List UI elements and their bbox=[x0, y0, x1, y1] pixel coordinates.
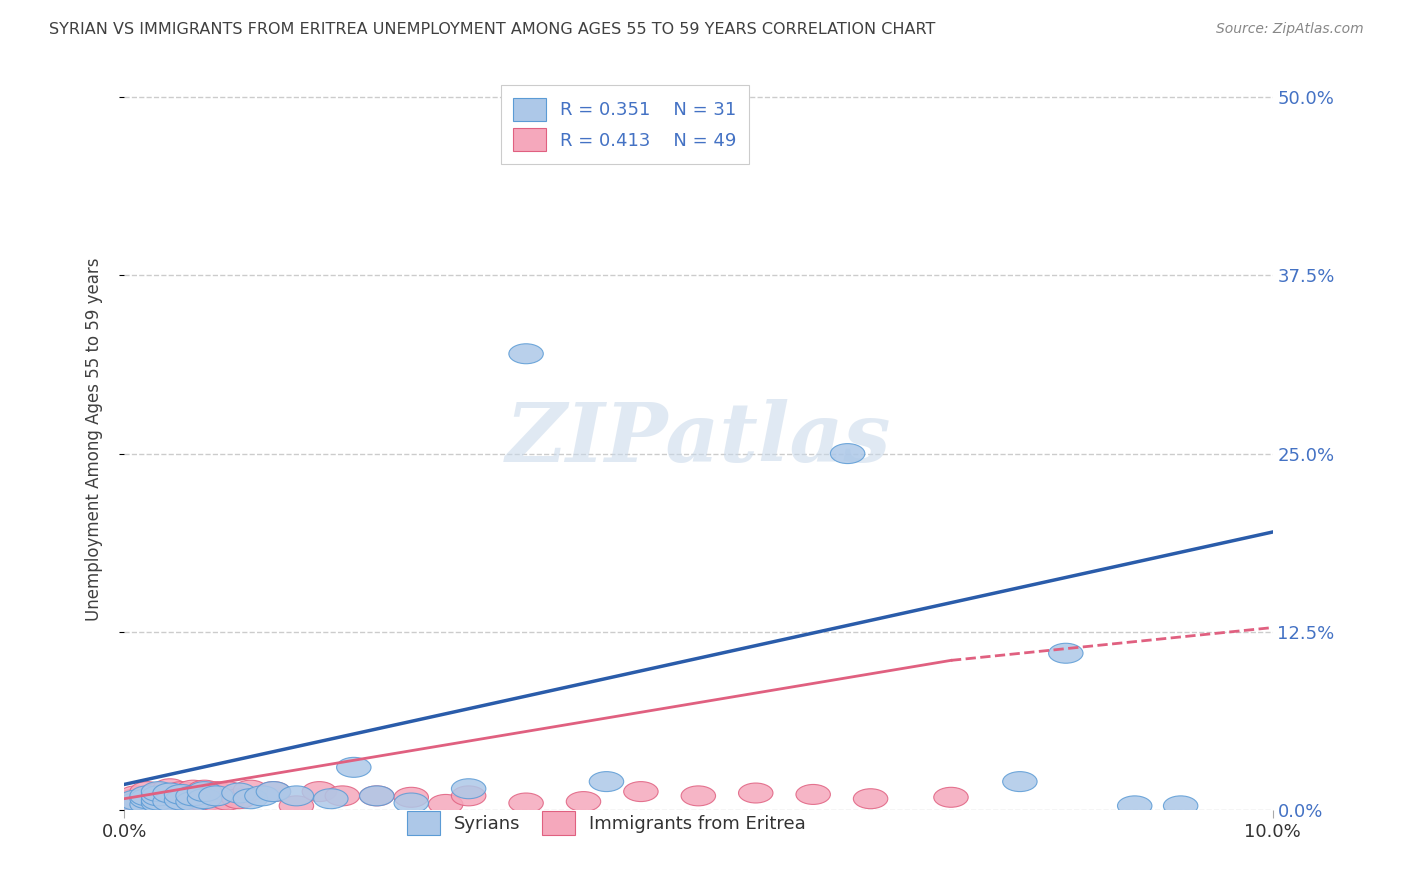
Ellipse shape bbox=[429, 795, 463, 814]
Legend: Syrians, Immigrants from Eritrea: Syrians, Immigrants from Eritrea bbox=[399, 805, 813, 842]
Ellipse shape bbox=[165, 790, 198, 810]
Ellipse shape bbox=[245, 786, 280, 805]
Ellipse shape bbox=[451, 786, 486, 805]
Ellipse shape bbox=[153, 783, 187, 803]
Ellipse shape bbox=[165, 786, 198, 805]
Ellipse shape bbox=[589, 772, 624, 791]
Ellipse shape bbox=[176, 780, 211, 800]
Ellipse shape bbox=[142, 790, 176, 810]
Ellipse shape bbox=[394, 793, 429, 813]
Ellipse shape bbox=[280, 796, 314, 816]
Ellipse shape bbox=[118, 786, 153, 805]
Ellipse shape bbox=[118, 796, 153, 816]
Ellipse shape bbox=[233, 780, 267, 800]
Ellipse shape bbox=[222, 783, 256, 803]
Ellipse shape bbox=[153, 779, 187, 798]
Ellipse shape bbox=[567, 791, 600, 812]
Ellipse shape bbox=[129, 789, 165, 809]
Ellipse shape bbox=[129, 797, 165, 817]
Ellipse shape bbox=[509, 343, 543, 364]
Ellipse shape bbox=[222, 789, 256, 809]
Ellipse shape bbox=[142, 781, 176, 802]
Ellipse shape bbox=[796, 784, 831, 805]
Ellipse shape bbox=[165, 781, 198, 802]
Ellipse shape bbox=[118, 791, 153, 812]
Ellipse shape bbox=[211, 790, 245, 810]
Ellipse shape bbox=[165, 784, 198, 805]
Ellipse shape bbox=[314, 789, 349, 809]
Ellipse shape bbox=[187, 786, 222, 805]
Text: Source: ZipAtlas.com: Source: ZipAtlas.com bbox=[1216, 22, 1364, 37]
Y-axis label: Unemployment Among Ages 55 to 59 years: Unemployment Among Ages 55 to 59 years bbox=[86, 258, 103, 621]
Ellipse shape bbox=[165, 795, 198, 814]
Ellipse shape bbox=[187, 789, 222, 809]
Ellipse shape bbox=[934, 788, 969, 807]
Ellipse shape bbox=[280, 786, 314, 805]
Ellipse shape bbox=[129, 790, 165, 810]
Ellipse shape bbox=[211, 781, 245, 802]
Ellipse shape bbox=[394, 788, 429, 807]
Ellipse shape bbox=[360, 786, 394, 805]
Ellipse shape bbox=[187, 780, 222, 800]
Ellipse shape bbox=[256, 781, 291, 802]
Ellipse shape bbox=[1002, 772, 1038, 791]
Ellipse shape bbox=[681, 786, 716, 805]
Ellipse shape bbox=[198, 791, 233, 812]
Ellipse shape bbox=[187, 791, 222, 812]
Ellipse shape bbox=[360, 786, 394, 805]
Ellipse shape bbox=[624, 781, 658, 802]
Ellipse shape bbox=[336, 757, 371, 777]
Ellipse shape bbox=[142, 793, 176, 813]
Ellipse shape bbox=[129, 793, 165, 813]
Ellipse shape bbox=[153, 791, 187, 812]
Ellipse shape bbox=[142, 783, 176, 803]
Ellipse shape bbox=[302, 781, 336, 802]
Ellipse shape bbox=[129, 795, 165, 814]
Ellipse shape bbox=[142, 796, 176, 816]
Ellipse shape bbox=[233, 789, 267, 809]
Ellipse shape bbox=[187, 781, 222, 802]
Ellipse shape bbox=[1163, 796, 1198, 816]
Ellipse shape bbox=[198, 781, 233, 802]
Ellipse shape bbox=[176, 789, 211, 809]
Ellipse shape bbox=[451, 779, 486, 798]
Ellipse shape bbox=[256, 781, 291, 802]
Ellipse shape bbox=[118, 793, 153, 813]
Ellipse shape bbox=[853, 789, 887, 809]
Ellipse shape bbox=[142, 793, 176, 813]
Ellipse shape bbox=[176, 791, 211, 812]
Ellipse shape bbox=[509, 793, 543, 813]
Ellipse shape bbox=[129, 786, 165, 805]
Ellipse shape bbox=[831, 443, 865, 464]
Ellipse shape bbox=[165, 790, 198, 810]
Ellipse shape bbox=[129, 781, 165, 802]
Ellipse shape bbox=[176, 786, 211, 805]
Ellipse shape bbox=[118, 789, 153, 809]
Ellipse shape bbox=[1049, 643, 1083, 664]
Ellipse shape bbox=[1118, 796, 1152, 816]
Ellipse shape bbox=[153, 795, 187, 814]
Ellipse shape bbox=[176, 793, 211, 813]
Ellipse shape bbox=[118, 790, 153, 810]
Text: ZIPatlas: ZIPatlas bbox=[506, 400, 891, 479]
Ellipse shape bbox=[738, 783, 773, 803]
Ellipse shape bbox=[325, 786, 360, 805]
Ellipse shape bbox=[142, 786, 176, 805]
Ellipse shape bbox=[142, 790, 176, 810]
Ellipse shape bbox=[142, 786, 176, 805]
Text: SYRIAN VS IMMIGRANTS FROM ERITREA UNEMPLOYMENT AMONG AGES 55 TO 59 YEARS CORRELA: SYRIAN VS IMMIGRANTS FROM ERITREA UNEMPL… bbox=[49, 22, 935, 37]
Ellipse shape bbox=[153, 790, 187, 810]
Ellipse shape bbox=[198, 786, 233, 805]
Ellipse shape bbox=[129, 786, 165, 805]
